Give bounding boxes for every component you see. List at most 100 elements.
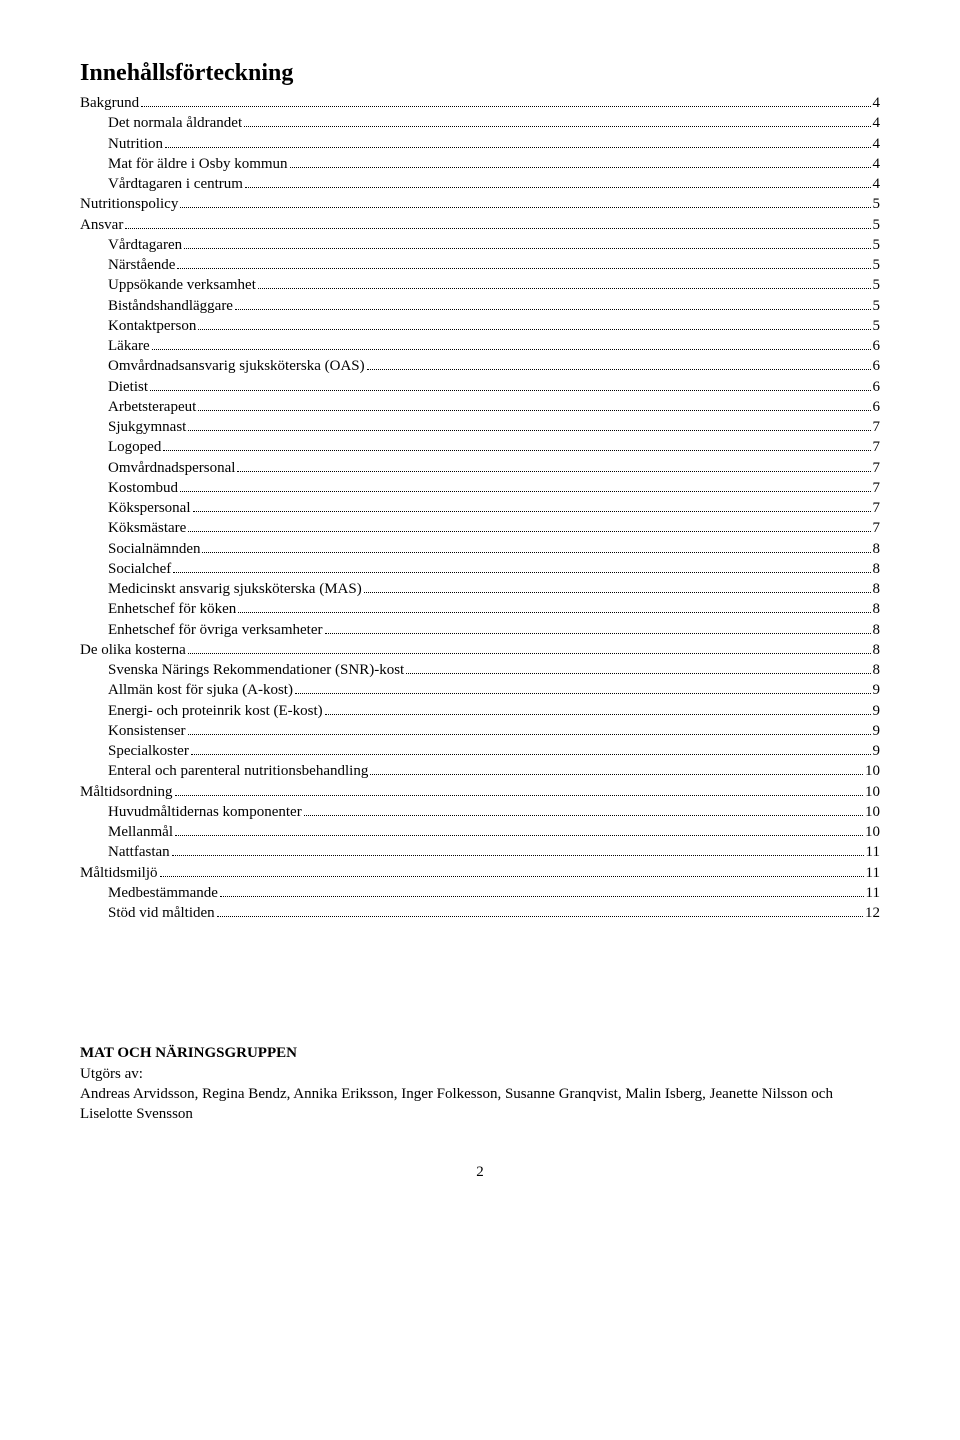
toc-entry-page: 8 bbox=[873, 579, 881, 599]
toc-entry-label: Kostombud bbox=[108, 478, 178, 498]
toc-row: Socialchef 8 bbox=[80, 559, 880, 579]
toc-leader-dots bbox=[165, 135, 871, 148]
toc-entry-label: Enhetschef för övriga verksamheter bbox=[108, 620, 323, 640]
toc-row: Uppsökande verksamhet5 bbox=[80, 275, 880, 295]
toc-leader-dots bbox=[290, 155, 871, 168]
page-number: 2 bbox=[80, 1164, 880, 1181]
toc-leader-dots bbox=[202, 540, 870, 553]
toc-leader-dots bbox=[406, 661, 870, 674]
toc-entry-page: 5 bbox=[873, 316, 881, 336]
toc-entry-page: 7 bbox=[873, 498, 881, 518]
toc-row: Arbetsterapeut6 bbox=[80, 397, 880, 417]
toc-leader-dots bbox=[367, 357, 871, 370]
toc-leader-dots bbox=[220, 884, 864, 897]
toc-row: Bakgrund4 bbox=[80, 93, 880, 113]
toc-entry-label: Kökspersonal bbox=[108, 498, 191, 518]
toc-entry-page: 11 bbox=[866, 883, 880, 903]
toc-leader-dots bbox=[163, 438, 870, 451]
toc-leader-dots bbox=[325, 621, 871, 634]
toc-entry-label: Konsistenser bbox=[108, 721, 186, 741]
toc-row: Enteral och parenteral nutritionsbehandl… bbox=[80, 761, 880, 781]
toc-row: Enhetschef för övriga verksamheter 8 bbox=[80, 620, 880, 640]
toc-entry-label: Enteral och parenteral nutritionsbehandl… bbox=[108, 761, 368, 781]
toc-row: Svenska Närings Rekommendationer (SNR)-k… bbox=[80, 660, 880, 680]
toc-row: Konsistenser 9 bbox=[80, 721, 880, 741]
toc-row: Mat för äldre i Osby kommun 4 bbox=[80, 154, 880, 174]
toc-leader-dots bbox=[175, 783, 864, 796]
toc-row: Socialnämnden8 bbox=[80, 539, 880, 559]
toc-entry-label: Omvårdnadspersonal bbox=[108, 458, 235, 478]
toc-entry-label: Uppsökande verksamhet bbox=[108, 275, 256, 295]
toc-row: Ansvar 5 bbox=[80, 215, 880, 235]
toc-entry-page: 6 bbox=[873, 356, 881, 376]
toc-row: Måltidsmiljö11 bbox=[80, 863, 880, 883]
toc-entry-page: 9 bbox=[873, 721, 881, 741]
toc-entry-label: Vårdtagaren bbox=[108, 235, 182, 255]
toc-entry-page: 5 bbox=[873, 194, 881, 214]
toc-row: Dietist6 bbox=[80, 377, 880, 397]
toc-leader-dots bbox=[235, 297, 871, 310]
toc-leader-dots bbox=[193, 499, 871, 512]
toc-entry-label: Omvårdnadsansvarig sjuksköterska (OAS) bbox=[108, 356, 365, 376]
toc-row: Logoped7 bbox=[80, 437, 880, 457]
toc-leader-dots bbox=[152, 337, 871, 350]
toc-entry-page: 8 bbox=[873, 660, 881, 680]
toc-leader-dots bbox=[180, 479, 870, 492]
toc-leader-dots bbox=[238, 600, 870, 613]
toc-row: Medicinskt ansvarig sjuksköterska (MAS)8 bbox=[80, 579, 880, 599]
toc-entry-page: 5 bbox=[873, 215, 881, 235]
toc-entry-label: Närstående bbox=[108, 255, 175, 275]
toc-entry-label: Mat för äldre i Osby kommun bbox=[108, 154, 288, 174]
toc-entry-label: Bakgrund bbox=[80, 93, 139, 113]
toc-row: Mellanmål10 bbox=[80, 822, 880, 842]
toc-entry-label: Specialkoster bbox=[108, 741, 189, 761]
toc-entry-label: Kontaktperson bbox=[108, 316, 196, 336]
toc-entry-page: 5 bbox=[873, 296, 881, 316]
toc-entry-page: 6 bbox=[873, 397, 881, 417]
toc-leader-dots bbox=[141, 94, 870, 107]
toc-entry-label: Det normala åldrandet bbox=[108, 113, 242, 133]
toc-row: Läkare6 bbox=[80, 336, 880, 356]
toc-entry-label: Mellanmål bbox=[108, 822, 173, 842]
toc-entry-page: 8 bbox=[873, 640, 881, 660]
toc-row: Huvudmåltidernas komponenter10 bbox=[80, 802, 880, 822]
toc-leader-dots bbox=[217, 904, 863, 917]
toc-entry-label: Måltidsordning bbox=[80, 782, 173, 802]
toc-entry-page: 8 bbox=[873, 539, 881, 559]
toc-entry-page: 11 bbox=[866, 842, 880, 862]
toc-entry-label: Huvudmåltidernas komponenter bbox=[108, 802, 302, 822]
credits-block: MAT OCH NÄRINGSGRUPPEN Utgörs av: Andrea… bbox=[80, 1043, 880, 1124]
toc-entry-page: 10 bbox=[865, 761, 880, 781]
toc-leader-dots bbox=[304, 803, 863, 816]
toc-row: Omvårdnadspersonal 7 bbox=[80, 458, 880, 478]
toc-entry-page: 11 bbox=[866, 863, 880, 883]
toc-row: Nutritionspolicy 5 bbox=[80, 194, 880, 214]
toc-leader-dots bbox=[125, 216, 870, 229]
toc-title: Innehållsförteckning bbox=[80, 60, 880, 87]
toc-leader-dots bbox=[237, 459, 870, 472]
toc-entry-label: Ansvar bbox=[80, 215, 123, 235]
toc-row: Sjukgymnast7 bbox=[80, 417, 880, 437]
toc-entry-page: 4 bbox=[873, 174, 881, 194]
toc-entry-page: 8 bbox=[873, 559, 881, 579]
toc-entry-page: 8 bbox=[873, 599, 881, 619]
toc-entry-label: Läkare bbox=[108, 336, 150, 356]
toc-entry-page: 4 bbox=[873, 154, 881, 174]
toc-leader-dots bbox=[188, 418, 870, 431]
toc-entry-label: Socialchef bbox=[108, 559, 171, 579]
toc-entry-page: 10 bbox=[865, 782, 880, 802]
toc-row: Köksmästare7 bbox=[80, 518, 880, 538]
toc-entry-label: Nutritionspolicy bbox=[80, 194, 178, 214]
toc-leader-dots bbox=[295, 681, 871, 694]
toc-leader-dots bbox=[198, 398, 870, 411]
toc-entry-page: 7 bbox=[873, 458, 881, 478]
credits-heading: MAT OCH NÄRINGSGRUPPEN bbox=[80, 1043, 880, 1063]
toc-leader-dots bbox=[188, 641, 871, 654]
toc-leader-dots bbox=[160, 864, 864, 877]
toc-entry-page: 8 bbox=[873, 620, 881, 640]
toc-entry-page: 9 bbox=[873, 741, 881, 761]
toc-entry-label: Svenska Närings Rekommendationer (SNR)-k… bbox=[108, 660, 404, 680]
toc-entry-label: De olika kosterna bbox=[80, 640, 186, 660]
toc-row: Närstående5 bbox=[80, 255, 880, 275]
toc-row: Medbestämmande11 bbox=[80, 883, 880, 903]
